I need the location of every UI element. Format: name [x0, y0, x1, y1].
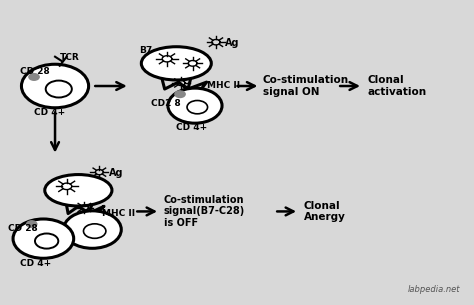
Text: Ag: Ag: [109, 168, 123, 178]
Circle shape: [64, 211, 121, 248]
Text: Clonal
Anergy: Clonal Anergy: [304, 201, 346, 222]
Circle shape: [46, 81, 72, 98]
Circle shape: [187, 101, 208, 114]
Text: Co-stimulation
signal ON: Co-stimulation signal ON: [263, 75, 349, 97]
Text: MHC II: MHC II: [102, 209, 135, 218]
Circle shape: [29, 74, 39, 80]
Text: CD 4+: CD 4+: [34, 108, 65, 117]
Circle shape: [35, 234, 58, 249]
Text: TCR: TCR: [60, 53, 80, 62]
Circle shape: [21, 64, 89, 108]
Circle shape: [83, 224, 106, 238]
Text: Co-stimulation
signal(B7-C28)
is OFF: Co-stimulation signal(B7-C28) is OFF: [164, 195, 245, 228]
Text: CD 28: CD 28: [20, 67, 50, 76]
Text: CD2 8: CD2 8: [151, 99, 181, 108]
Circle shape: [168, 88, 222, 123]
Text: Clonal
activation: Clonal activation: [367, 75, 427, 97]
Circle shape: [175, 91, 185, 98]
Text: CD 4+: CD 4+: [20, 259, 51, 268]
Text: CD 4+: CD 4+: [176, 123, 208, 132]
Circle shape: [27, 221, 37, 228]
Text: CD 28: CD 28: [9, 224, 38, 233]
Ellipse shape: [45, 174, 112, 206]
Text: Ag: Ag: [225, 38, 240, 48]
Ellipse shape: [141, 47, 211, 80]
Text: labpedia.net: labpedia.net: [407, 285, 460, 293]
Text: B7: B7: [139, 46, 152, 55]
Text: MHC II: MHC II: [207, 81, 240, 90]
Circle shape: [13, 219, 73, 258]
